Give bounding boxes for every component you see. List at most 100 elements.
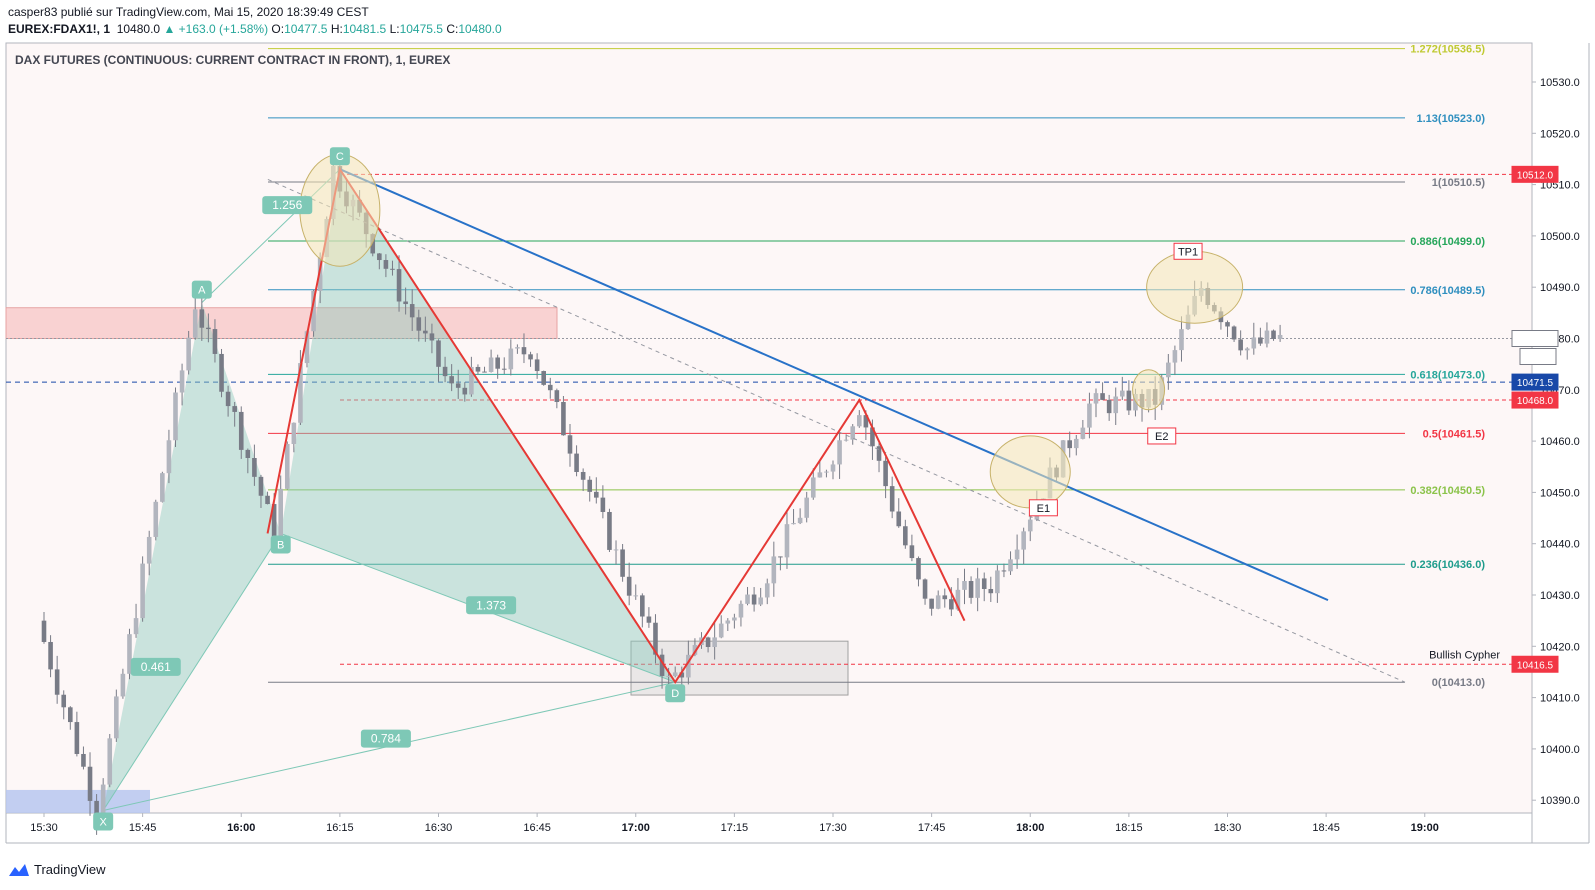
annotation-box-tp1 <box>1173 242 1203 260</box>
candle-body <box>995 570 1000 594</box>
candle-body <box>212 329 218 354</box>
candle-body <box>922 579 928 599</box>
candle-body <box>416 317 422 331</box>
candle-body <box>732 617 737 621</box>
pattern-name: Bullish Cypher <box>1429 650 1500 662</box>
chart-title: DAX FUTURES (CONTINUOUS: CURRENT CONTRAC… <box>15 53 450 67</box>
candle-body <box>68 707 73 723</box>
candle-body <box>843 439 849 441</box>
up-arrow-icon: ▲ <box>163 22 176 36</box>
price-tag <box>1511 165 1559 183</box>
candle-body <box>1021 531 1026 550</box>
candle-body <box>626 576 632 596</box>
candle-body <box>653 622 658 655</box>
candle-body <box>146 536 152 564</box>
x-tick-label: 18:45 <box>1312 822 1340 834</box>
candle-body <box>488 357 494 372</box>
candle-body <box>284 444 290 489</box>
candle-body <box>870 427 875 447</box>
candle-body <box>804 497 809 518</box>
x-tick-label: 16:00 <box>227 822 255 834</box>
candle-body <box>929 598 934 609</box>
candle-body <box>909 545 915 559</box>
candle-body <box>764 583 770 598</box>
fib-label-0.5: 0.5(10461.5) <box>1423 428 1486 440</box>
candle-body <box>988 588 994 594</box>
fib-label-0.618: 0.618(10473.0) <box>1410 369 1485 381</box>
candle-body <box>672 672 678 676</box>
pattern-point-c <box>329 147 350 166</box>
x-tick-label: 19:00 <box>1411 822 1439 834</box>
x-tick-label: 18:30 <box>1214 822 1242 834</box>
candle-body <box>1172 350 1178 363</box>
candle-body <box>265 495 270 505</box>
candle-body <box>403 301 408 305</box>
candle-body <box>580 471 586 480</box>
candle-body <box>554 390 560 403</box>
candle-body <box>462 387 468 395</box>
fib-label-0.236: 0.236(10436.0) <box>1410 559 1485 571</box>
candle-body <box>883 460 888 487</box>
y-tick-label: 10530.0 <box>1540 77 1580 89</box>
annotation-label-tp1: TP1 <box>1178 246 1198 258</box>
candle-body <box>876 446 882 461</box>
candle-body <box>1277 334 1283 339</box>
price-tag-label: 10512.0 <box>1517 170 1554 181</box>
ratio-label: 1.373 <box>476 598 506 612</box>
candle-body <box>587 479 593 492</box>
annotation-label-e2: E2 <box>1155 431 1168 443</box>
fib-label-0.786: 0.786(10489.5) <box>1410 285 1485 297</box>
y-tick-label: 10400.0 <box>1540 744 1580 756</box>
candle-body <box>1093 393 1099 404</box>
x-tick-label: 17:45 <box>918 822 946 834</box>
candle-body <box>705 637 711 648</box>
tradingview-logo[interactable]: TradingView <box>8 862 106 877</box>
ratio-box <box>262 196 313 215</box>
y-tick-label: 10440.0 <box>1540 539 1580 551</box>
pattern-triangle-bcd <box>280 169 676 683</box>
candle-body <box>252 458 257 477</box>
candle-body <box>646 616 652 623</box>
y-tick-label: 10410.0 <box>1540 693 1580 705</box>
candle-body <box>1264 330 1270 344</box>
price-change: +163.0 (+1.58%) <box>178 22 269 36</box>
candle-body <box>429 333 435 341</box>
candle-body <box>1258 337 1263 344</box>
candle-body <box>712 637 717 648</box>
candle-body <box>304 331 310 364</box>
candle-body <box>975 578 980 598</box>
pattern-triangle-xab <box>103 302 281 811</box>
candle-body <box>718 623 724 638</box>
brand-label: TradingView <box>34 862 106 877</box>
candle-body <box>449 376 454 384</box>
y-tick-label: 10450.0 <box>1540 487 1580 499</box>
candle-body <box>561 402 566 436</box>
candle-body <box>968 580 974 598</box>
fib-label-0.382: 0.382(10450.5) <box>1410 485 1485 497</box>
candle-body <box>127 634 132 674</box>
candle-body <box>620 549 625 577</box>
symbol-label[interactable]: EUREX:FDAX1!, 1 <box>8 22 111 36</box>
candle-body <box>981 578 987 589</box>
candle-body <box>1087 403 1092 428</box>
candle-body <box>1251 337 1257 349</box>
candle-body <box>1001 570 1007 572</box>
supply-zone <box>5 307 558 340</box>
candle-body <box>140 563 145 619</box>
candle-body <box>1113 396 1119 414</box>
candle-body <box>48 641 53 670</box>
x-tick-label: 18:00 <box>1016 822 1044 834</box>
candle-body <box>54 669 60 695</box>
candle-body <box>87 766 93 801</box>
descending-trendline <box>339 168 1329 602</box>
y-tick-label: 10460.0 <box>1540 436 1580 448</box>
candle-body <box>1080 427 1086 439</box>
candle-body <box>81 753 86 767</box>
candle-body <box>738 603 744 618</box>
pattern-point-d <box>665 684 686 703</box>
annotation-label-e1: E1 <box>1037 503 1050 515</box>
candle-body <box>613 549 619 551</box>
pattern-point-label-a: A <box>198 285 206 297</box>
candle-body <box>547 384 553 391</box>
